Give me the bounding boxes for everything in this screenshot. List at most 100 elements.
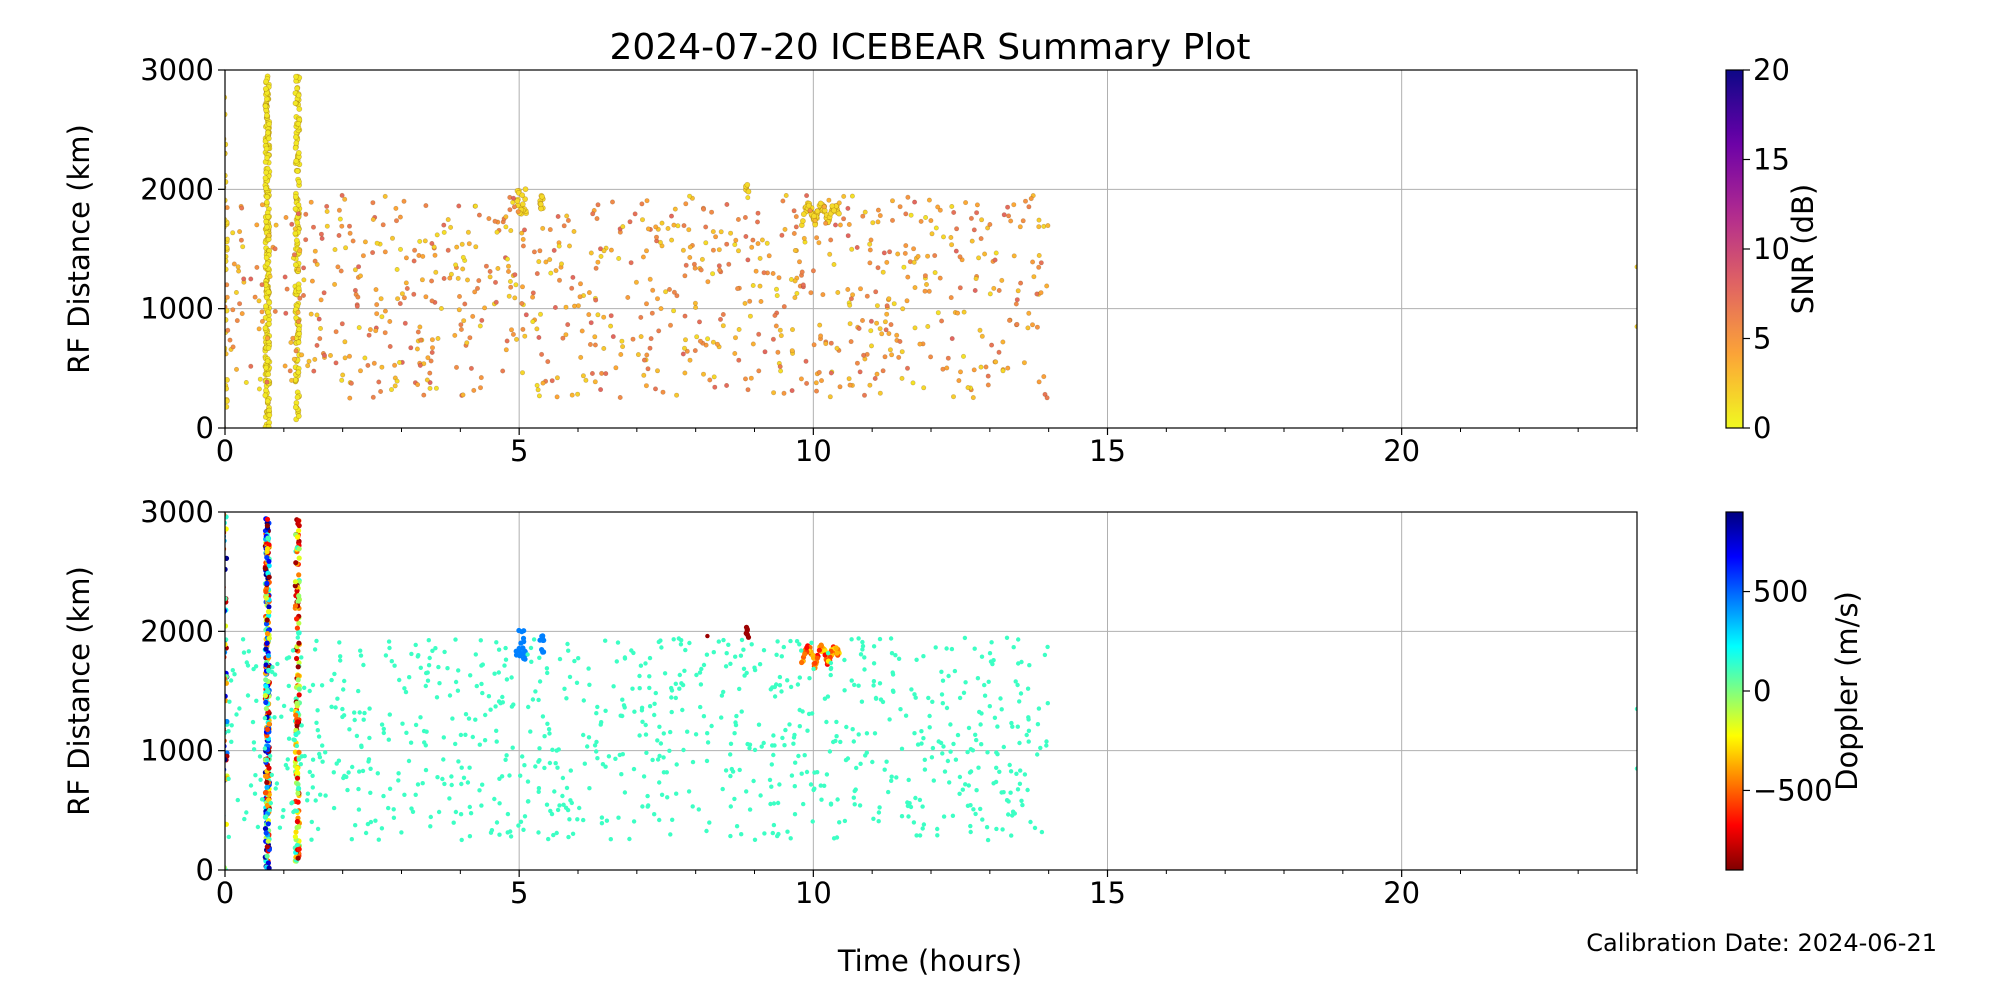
data-point [822, 783, 827, 788]
data-point [925, 323, 931, 329]
data-point [791, 741, 796, 746]
data-point [537, 655, 542, 660]
data-point [871, 644, 877, 649]
data-point [963, 680, 968, 685]
data-point [284, 656, 290, 661]
data-point [456, 759, 461, 764]
data-point [429, 298, 435, 304]
data-point [335, 696, 340, 701]
data-point [716, 263, 722, 269]
data-point [613, 756, 618, 761]
data-point [433, 385, 439, 391]
data-point [801, 235, 807, 241]
data-points [225, 73, 1637, 428]
data-point [870, 759, 875, 765]
data-point [929, 231, 935, 237]
data-point [295, 664, 301, 670]
data-point [266, 865, 272, 870]
data-point [603, 371, 609, 377]
data-point [272, 308, 278, 314]
data-point [265, 371, 272, 378]
data-point [523, 312, 529, 318]
data-point [272, 246, 278, 252]
data-point [314, 312, 320, 318]
data-point [373, 328, 379, 334]
data-point [951, 741, 956, 747]
data-point [905, 274, 911, 280]
data-point [847, 302, 853, 308]
data-point [782, 226, 788, 232]
data-point [732, 350, 738, 356]
data-point [877, 636, 883, 642]
data-point [814, 655, 821, 661]
data-point [336, 758, 342, 763]
data-point [230, 668, 235, 673]
y-tick-label: 3000 [140, 53, 214, 87]
data-point [823, 341, 829, 347]
data-point [819, 797, 824, 802]
data-point [462, 301, 468, 307]
data-point [423, 294, 429, 300]
data-point [453, 262, 459, 268]
data-point [425, 355, 431, 361]
data-point [264, 516, 271, 522]
data-point [537, 201, 544, 208]
data-point [985, 750, 990, 755]
data-point [658, 306, 664, 312]
data-point [356, 688, 361, 694]
data-point [993, 359, 999, 365]
data-point [692, 300, 698, 306]
data-point [295, 319, 301, 325]
data-point [392, 663, 397, 668]
data-point [950, 813, 956, 818]
data-point [919, 741, 924, 746]
data-point [827, 210, 834, 217]
data-point [543, 259, 549, 265]
data-point [1025, 325, 1031, 331]
data-point [266, 574, 272, 580]
data-point [570, 831, 576, 836]
data-point [292, 193, 299, 200]
data-point [248, 363, 254, 369]
data-point [339, 223, 345, 229]
data-point [710, 229, 716, 235]
data-point [545, 359, 551, 365]
data-point [365, 821, 371, 827]
data-point [811, 655, 817, 661]
data-point [319, 683, 325, 688]
data-point [645, 226, 651, 232]
data-point [423, 767, 429, 773]
data-point [373, 818, 378, 823]
data-point [510, 199, 516, 205]
data-point [845, 233, 851, 239]
data-point [321, 290, 327, 296]
data-point [340, 372, 346, 378]
data-point [367, 706, 372, 711]
data-point [1010, 724, 1015, 729]
data-point [263, 78, 269, 85]
data-point [537, 679, 543, 684]
data-point [1001, 744, 1006, 750]
data-point [685, 729, 690, 734]
data-point [663, 289, 669, 295]
data-point [550, 747, 555, 752]
data-point [339, 192, 345, 198]
data-point [704, 652, 710, 657]
data-point [822, 696, 828, 701]
data-point [834, 345, 840, 351]
data-point [344, 774, 349, 780]
data-point [272, 672, 278, 677]
data-point [296, 546, 302, 552]
data-point [508, 228, 514, 234]
data-point [285, 766, 290, 771]
data-point [329, 704, 334, 709]
data-point [1026, 310, 1032, 316]
data-point [357, 710, 362, 715]
data-point [686, 789, 692, 794]
data-point [671, 222, 677, 228]
data-point [363, 830, 369, 836]
data-point [852, 802, 857, 807]
data-point [502, 663, 507, 668]
data-point [692, 348, 698, 354]
data-point [852, 682, 857, 688]
